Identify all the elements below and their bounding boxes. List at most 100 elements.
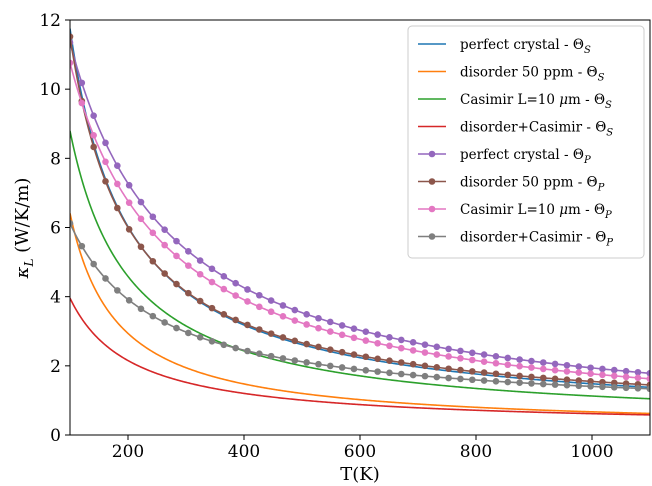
data-point [208, 337, 216, 345]
data-point [622, 373, 630, 381]
x-tick-label: 400 [228, 442, 260, 462]
series-2 [70, 130, 650, 400]
data-point [244, 321, 251, 329]
data-point [137, 305, 145, 313]
data-point [563, 376, 571, 383]
data-point [303, 359, 310, 366]
data-point [551, 381, 559, 388]
data-point [267, 352, 275, 360]
data-point [327, 362, 334, 370]
legend-item: Casimir L=10 μm - ΘS [418, 92, 612, 111]
data-point [327, 328, 334, 335]
data-point [599, 371, 606, 379]
data-point [90, 132, 97, 139]
legend-label: disorder+Casimir - ΘS [460, 120, 613, 139]
data-point [327, 346, 334, 353]
data-point [279, 302, 287, 309]
data-point [587, 364, 594, 372]
y-tick-label: 12 [39, 11, 61, 31]
data-point [78, 99, 86, 107]
data-point [149, 229, 157, 237]
series-line [70, 130, 650, 400]
data-point [102, 178, 109, 185]
data-point [149, 312, 157, 320]
data-point [646, 375, 650, 383]
data-point [291, 306, 299, 314]
y-tick-label: 8 [50, 149, 61, 169]
data-point [445, 365, 452, 373]
data-point [528, 380, 535, 387]
data-point [492, 370, 500, 378]
legend-label: disorder+Casimir - ΘP [460, 230, 613, 249]
legend-label: perfect crystal - ΘP [460, 147, 591, 166]
data-point [315, 324, 322, 332]
legend-box [407, 25, 645, 259]
legend-item: perfect crystal - ΘS [418, 37, 591, 56]
data-point [315, 343, 322, 351]
data-point [374, 368, 381, 375]
data-point [244, 347, 251, 355]
data-point [480, 351, 488, 358]
x-tick-label: 800 [460, 442, 492, 462]
legend-label: perfect crystal - ΘS [460, 37, 591, 56]
x-axis: 200 400 600 800 1000 [112, 435, 614, 462]
series-4 [70, 39, 650, 377]
data-point [468, 356, 476, 364]
legend-item: disorder 50 ppm - ΘS [418, 65, 605, 84]
data-point [303, 310, 310, 318]
x-tick-label: 200 [112, 442, 144, 462]
data-point [291, 357, 299, 364]
data-point [279, 334, 287, 341]
data-point [173, 252, 180, 260]
legend-marker [428, 205, 436, 213]
data-point [468, 368, 476, 375]
data-point [575, 382, 583, 390]
data-point [350, 334, 358, 342]
data-point [279, 355, 287, 362]
data-point [646, 369, 650, 377]
data-point [587, 370, 594, 378]
data-point [386, 342, 393, 350]
data-point [350, 365, 358, 373]
data-point [267, 297, 275, 304]
data-point [599, 383, 606, 391]
data-point [350, 351, 358, 358]
data-point [634, 384, 642, 392]
data-point [433, 373, 441, 381]
data-point [421, 349, 429, 356]
data-point [398, 370, 405, 378]
data-point [185, 248, 192, 255]
data-point [256, 291, 263, 299]
data-point [445, 374, 452, 382]
data-point [610, 366, 618, 374]
data-point [421, 372, 429, 380]
data-point [409, 360, 417, 368]
data-point [338, 322, 346, 329]
data-point [409, 371, 417, 379]
data-point [70, 59, 74, 67]
data-point [622, 384, 630, 392]
data-point [362, 337, 370, 344]
data-point [315, 360, 322, 368]
data-point [587, 383, 594, 390]
data-point [516, 372, 523, 380]
data-point [102, 139, 109, 147]
data-point [528, 373, 535, 381]
data-point [610, 372, 618, 380]
data-point [220, 285, 228, 293]
legend-item: disorder+Casimir - ΘP [418, 230, 613, 249]
y-tick-label: 10 [39, 80, 61, 100]
data-point [232, 292, 239, 299]
data-point [350, 325, 358, 332]
series-3 [70, 297, 650, 416]
data-point [208, 304, 216, 312]
series-6 [70, 59, 650, 383]
data-point [551, 366, 559, 374]
legend-marker [428, 150, 436, 158]
data-point [539, 359, 547, 366]
data-point [539, 374, 547, 382]
data-point [267, 330, 275, 337]
data-point [125, 199, 133, 206]
data-point [445, 345, 452, 353]
